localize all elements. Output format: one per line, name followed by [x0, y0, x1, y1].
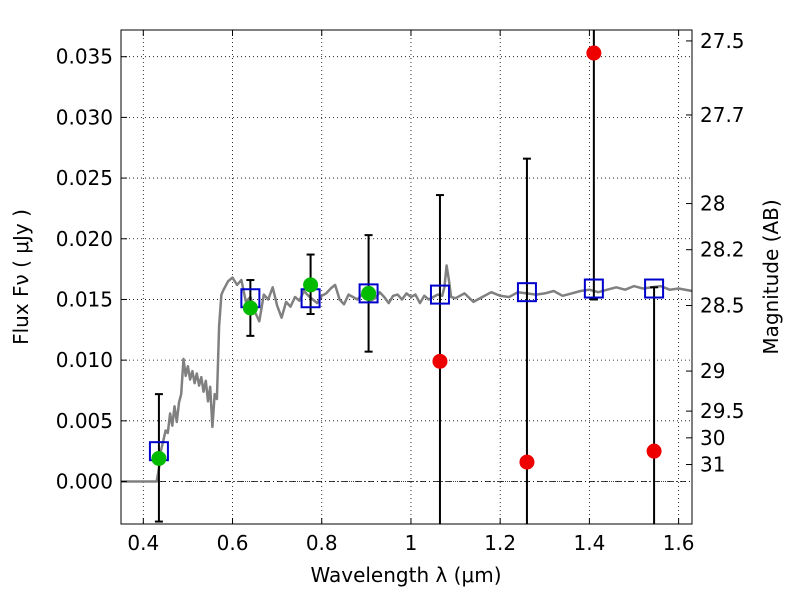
y-tick-label: 0.015 — [56, 287, 113, 311]
model-square-marker — [583, 278, 604, 299]
data-markers — [148, 45, 665, 470]
y-tick-label: 0.035 — [56, 45, 113, 69]
model-square-marker — [516, 282, 537, 303]
y2-tick-label: 30 — [700, 426, 725, 450]
x-axis-label: Wavelength λ (μm) — [310, 563, 501, 587]
y2-tick-label: 31 — [700, 453, 725, 477]
y-tick-label: 0.010 — [56, 348, 113, 372]
y-tick-label: 0.000 — [56, 470, 113, 494]
y-axis-label: Flux Fν ( μJy ) — [9, 209, 33, 345]
flux-point-marker — [361, 285, 377, 301]
y2-tick-label: 29.5 — [700, 399, 745, 423]
model-square-marker — [358, 283, 379, 304]
model-square-marker — [429, 284, 450, 305]
y2-tick-label: 29 — [700, 359, 725, 383]
flux-point-marker — [586, 45, 602, 61]
y2-tick-label: 28.5 — [700, 294, 745, 318]
y2-tick-label: 27.7 — [700, 103, 745, 127]
x-tick-label: 1.2 — [484, 531, 516, 555]
tick-labels: 0.4 0.6 0.8 1 1.2 1.4 1.6 0.000 0.005 0.010 0.015 0… — [56, 29, 745, 555]
plot-frame — [120, 29, 693, 525]
flux-point-marker — [432, 353, 448, 369]
flux-point-marker — [151, 450, 167, 466]
y-tick-label: 0.020 — [56, 227, 113, 251]
axis-ticks — [121, 30, 692, 524]
x-tick-label: 1.6 — [663, 531, 695, 555]
flux-point-marker — [303, 277, 319, 293]
flux-point-marker — [242, 300, 258, 316]
x-tick-label: 1 — [405, 531, 418, 555]
flux-point-marker — [519, 454, 535, 470]
template-spectrum — [121, 264, 693, 483]
y-tick-label: 0.025 — [56, 166, 113, 190]
x-tick-label: 1.4 — [573, 531, 605, 555]
spectrum-line — [121, 264, 693, 483]
y2-tick-label: 27.5 — [700, 29, 745, 53]
y-tick-label: 0.005 — [56, 409, 113, 433]
y2-tick-label: 28.2 — [700, 238, 745, 262]
x-tick-label: 0.6 — [217, 531, 249, 555]
y2-tick-label: 28 — [700, 192, 725, 216]
x-tick-label: 0.4 — [127, 531, 159, 555]
y-tick-label: 0.030 — [56, 105, 113, 129]
x-tick-label: 0.8 — [306, 531, 338, 555]
y2-axis-label: Magnitude (AB) — [759, 199, 783, 354]
model-square-marker — [644, 278, 665, 299]
flux-point-marker — [646, 443, 662, 459]
